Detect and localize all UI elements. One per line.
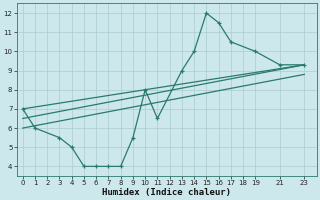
X-axis label: Humidex (Indice chaleur): Humidex (Indice chaleur) xyxy=(102,188,231,197)
